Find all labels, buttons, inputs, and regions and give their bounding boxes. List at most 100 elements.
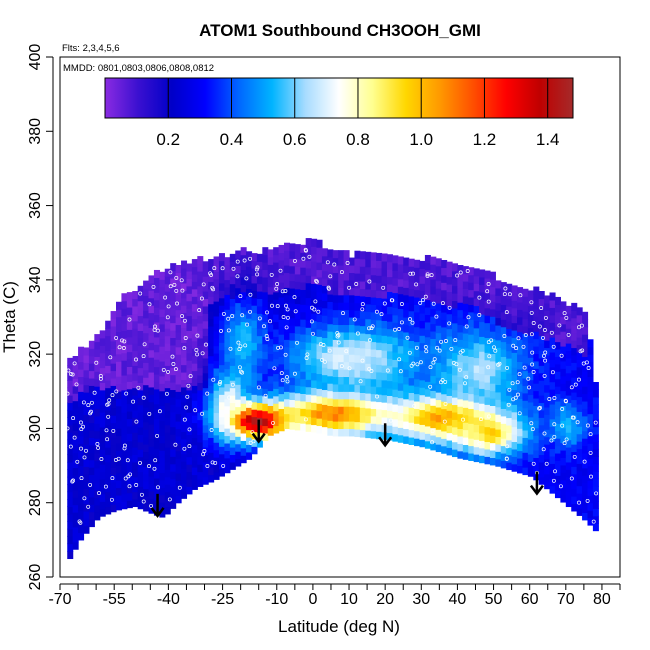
heatmap-cell — [278, 274, 285, 283]
heatmap-cell — [305, 252, 312, 261]
heatmap-cell — [441, 326, 448, 335]
heatmap-cell — [538, 298, 545, 307]
heatmap-cell — [571, 406, 578, 415]
heatmap-cell — [300, 326, 307, 335]
heatmap-cell — [430, 375, 437, 384]
heatmap-cell — [311, 342, 318, 351]
heatmap-cell — [419, 394, 426, 403]
sample-point — [138, 460, 142, 465]
heatmap-cell — [332, 391, 339, 400]
heatmap-cell — [78, 421, 85, 430]
heatmap-cell — [197, 308, 204, 317]
heatmap-cell — [359, 251, 366, 260]
sample-point — [321, 343, 326, 347]
heatmap-cell — [164, 409, 171, 418]
heatmap-cell — [430, 390, 437, 399]
heatmap-cell — [88, 474, 95, 483]
heatmap-cell — [386, 313, 393, 322]
heatmap-cell — [419, 335, 426, 344]
heatmap-cell — [132, 424, 139, 433]
heatmap-cell — [511, 411, 518, 420]
heatmap-cell — [213, 434, 220, 443]
heatmap-cell — [121, 300, 128, 309]
sample-point — [193, 408, 198, 413]
heatmap-cell — [99, 337, 106, 346]
heatmap-cell — [94, 371, 101, 380]
heatmap-cell — [554, 415, 561, 424]
heatmap-cell — [289, 399, 296, 408]
heatmap-cell — [294, 288, 301, 297]
heatmap-cell — [511, 322, 518, 331]
heatmap-cell — [441, 311, 448, 321]
heatmap-cell — [343, 302, 350, 311]
heatmap-cell — [153, 418, 160, 427]
heatmap-cell — [143, 384, 150, 393]
heatmap-cell — [191, 481, 198, 490]
heatmap-cell — [186, 345, 193, 354]
heatmap-cell — [202, 409, 209, 418]
heatmap-cell — [164, 395, 171, 404]
heatmap-cell — [506, 343, 513, 352]
heatmap-cell — [311, 365, 318, 374]
heatmap-cell — [495, 347, 502, 356]
heatmap-cell — [414, 386, 421, 395]
heatmap-cell — [213, 449, 220, 458]
heatmap-cell — [511, 374, 518, 383]
heatmap-cell — [441, 267, 448, 276]
heatmap-cell — [386, 298, 393, 307]
heatmap-cell — [186, 397, 193, 406]
heatmap-cell — [78, 376, 85, 385]
heatmap-cell — [251, 349, 258, 358]
sample-point — [425, 272, 430, 277]
heatmap-cell — [175, 450, 182, 459]
sample-point — [550, 370, 555, 375]
heatmap-cell — [484, 359, 491, 368]
heatmap-cell — [94, 497, 101, 506]
heatmap-cell — [159, 346, 166, 355]
heatmap-cell — [587, 346, 594, 355]
heatmap-cell — [181, 453, 188, 462]
heatmap-cell — [544, 421, 551, 430]
heatmap-cell — [110, 415, 117, 424]
heatmap-cell — [175, 331, 182, 340]
heatmap-cell — [424, 381, 431, 390]
heatmap-cell — [327, 345, 334, 354]
heatmap-cell — [191, 415, 198, 424]
heatmap-cell — [143, 488, 150, 497]
heatmap-cell — [424, 403, 431, 412]
sample-point — [262, 324, 266, 329]
heatmap-cell — [544, 369, 551, 378]
heatmap-cell — [116, 368, 123, 377]
heatmap-cell — [565, 491, 572, 500]
sample-point — [304, 248, 308, 253]
heatmap-cell — [554, 408, 561, 417]
heatmap-cell — [294, 370, 301, 379]
heatmap-cell — [592, 448, 599, 457]
heatmap-cell — [414, 296, 421, 305]
heatmap-cell — [462, 288, 469, 297]
heatmap-cell — [484, 315, 491, 324]
heatmap-cell — [208, 273, 215, 282]
sample-point — [125, 458, 130, 463]
heatmap-cell — [549, 441, 556, 450]
heatmap-cell — [170, 292, 177, 301]
heatmap-cell — [294, 258, 301, 267]
heatmap-cell — [321, 322, 328, 331]
heatmap-cell — [381, 402, 388, 411]
heatmap-cell — [110, 400, 117, 409]
heatmap-cell — [338, 383, 345, 392]
heatmap-cell — [376, 364, 383, 373]
sample-point — [518, 293, 523, 298]
heatmap-cell — [94, 378, 101, 387]
heatmap-cell — [381, 268, 388, 277]
heatmap-cell — [430, 368, 437, 377]
sample-point — [165, 315, 170, 320]
heatmap-cell — [67, 447, 74, 456]
heatmap-cell — [229, 402, 236, 411]
heatmap-cell — [414, 274, 421, 283]
heatmap-cell — [208, 429, 215, 438]
heatmap-cell — [164, 454, 171, 463]
heatmap-cell — [181, 357, 188, 366]
sample-point — [487, 414, 491, 419]
sample-point — [511, 343, 516, 348]
